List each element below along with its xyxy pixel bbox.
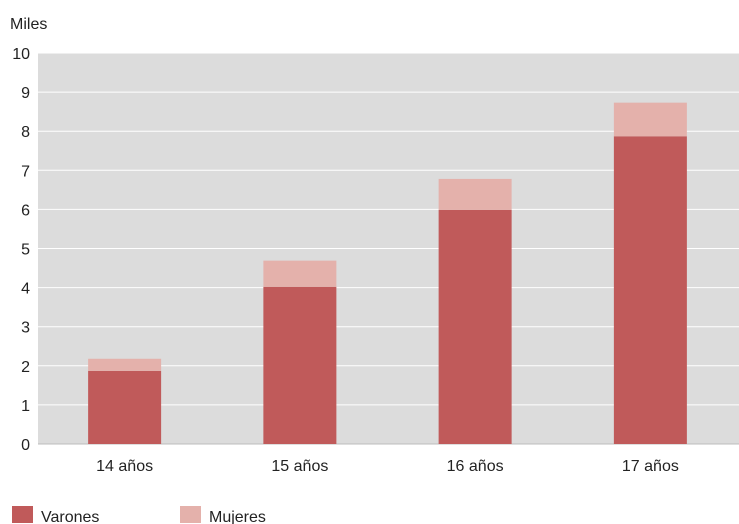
x-tick-label: 14 años [96, 458, 153, 475]
y-tick-label: 5 [21, 242, 30, 259]
y-tick-label: 9 [21, 85, 30, 102]
y-tick-label: 1 [21, 398, 30, 415]
y-tick-label: 7 [21, 163, 30, 180]
bar-varones-2 [263, 286, 337, 444]
y-tick-labels: 0 1 2 3 4 5 6 7 8 9 10 [12, 46, 30, 454]
legend-label-mujeres: Mujeres [209, 509, 266, 524]
legend: Varones Mujeres [12, 506, 266, 524]
bar-mujeres-3 [438, 178, 512, 210]
bar-varones-3 [438, 209, 512, 444]
bars [88, 102, 687, 444]
bar-varones-4 [613, 136, 687, 444]
y-axis-label: Miles [10, 16, 47, 33]
y-tick-label: 6 [21, 202, 30, 219]
y-tick-label: 10 [12, 46, 30, 63]
bar-mujeres-4 [613, 102, 687, 137]
x-tick-label: 16 años [447, 458, 504, 475]
bar-mujeres-2 [263, 260, 337, 287]
y-tick-label: 4 [21, 281, 30, 298]
x-tick-label: 17 años [622, 458, 679, 475]
x-tick-labels: 14 años 15 años 16 años 17 años [96, 458, 679, 475]
y-tick-label: 3 [21, 320, 30, 337]
x-tick-label: 15 años [271, 458, 328, 475]
legend-label-varones: Varones [41, 509, 99, 524]
y-tick-label: 8 [21, 124, 30, 141]
bar-varones-1 [88, 370, 162, 444]
legend-swatch-mujeres [180, 506, 201, 523]
y-tick-label: 0 [21, 437, 30, 454]
bar-mujeres-1 [88, 358, 162, 371]
legend-swatch-varones [12, 506, 33, 523]
y-tick-label: 2 [21, 359, 30, 376]
